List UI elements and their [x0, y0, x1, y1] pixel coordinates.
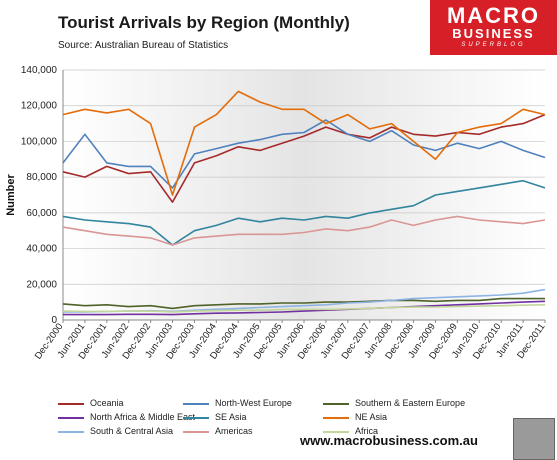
legend-item: North Africa & Middle East	[58, 412, 195, 422]
series-line-americas	[62, 215, 546, 246]
legend-swatch	[58, 430, 84, 433]
legend-label: North-West Europe	[215, 398, 292, 408]
legend-label: South & Central Asia	[90, 426, 174, 436]
legend-item: Africa	[323, 426, 378, 436]
legend-item: NE Asia	[323, 412, 387, 422]
line-chart: 0 20,000 40,000 60,000 80,000 100,000 120,000 1…	[5, 65, 547, 361]
legend-item: Americas	[183, 426, 253, 436]
legend-swatch	[183, 430, 209, 433]
series-line-ne-asia	[62, 90, 546, 196]
legend-swatch	[323, 416, 349, 419]
legend-label: Southern & Eastern Europe	[355, 398, 466, 408]
y-tick-label: 60,000	[26, 208, 57, 219]
y-tick-label: 120,000	[21, 101, 58, 112]
chart-source: Source: Australian Bureau of Statistics	[58, 40, 229, 51]
series-line-africa	[62, 304, 546, 313]
chart-title: Tourist Arrivals by Region (Monthly)	[58, 13, 350, 32]
series-line-north-africa-middle-east	[63, 300, 546, 316]
legend-item: SE Asia	[183, 412, 247, 422]
y-tick-label: 20,000	[26, 279, 57, 290]
legend-label: SE Asia	[215, 412, 247, 422]
y-tick-label: 140,000	[21, 65, 58, 76]
y-tick-label: 80,000	[26, 172, 57, 183]
wolf-logo-icon	[513, 418, 555, 460]
legend-label: Oceania	[90, 398, 124, 408]
legend-item: North-West Europe	[183, 398, 292, 408]
legend-item: South & Central Asia	[58, 426, 173, 436]
legend-label: NE Asia	[355, 412, 388, 422]
y-axis-title: Number	[5, 174, 17, 216]
macrobusiness-logo: MACRO BUSINESS SUPERBLOG	[430, 0, 557, 55]
legend-label: North Africa & Middle East	[90, 412, 196, 422]
series-line-oceania	[62, 113, 546, 203]
legend-item: Southern & Eastern Europe	[323, 398, 465, 408]
legend-swatch	[183, 402, 209, 405]
logo-text-business: BUSINESS	[452, 26, 535, 41]
legend-swatch	[323, 402, 349, 405]
legend-item: Oceania	[58, 398, 124, 408]
plot-area	[63, 70, 545, 320]
legend-label: Africa	[355, 426, 379, 436]
logo-text-superblog: SUPERBLOG	[461, 42, 526, 48]
logo-text-macro: MACRO	[446, 3, 541, 28]
series-line-southern-eastern-europe	[62, 297, 545, 310]
site-url: www.macrobusiness.com.au	[300, 433, 478, 448]
legend-swatch	[58, 416, 84, 419]
legend-swatch	[183, 416, 209, 419]
y-tick-label: 0	[51, 315, 57, 326]
y-tick-label: 100,000	[21, 136, 58, 147]
y-tick-label: 40,000	[26, 244, 57, 255]
legend-swatch	[58, 402, 84, 405]
legend-label: Americas	[215, 426, 253, 436]
legend-swatch	[323, 430, 349, 433]
series-line-north-west-europe	[62, 119, 546, 189]
series-line-se-asia	[62, 179, 546, 246]
